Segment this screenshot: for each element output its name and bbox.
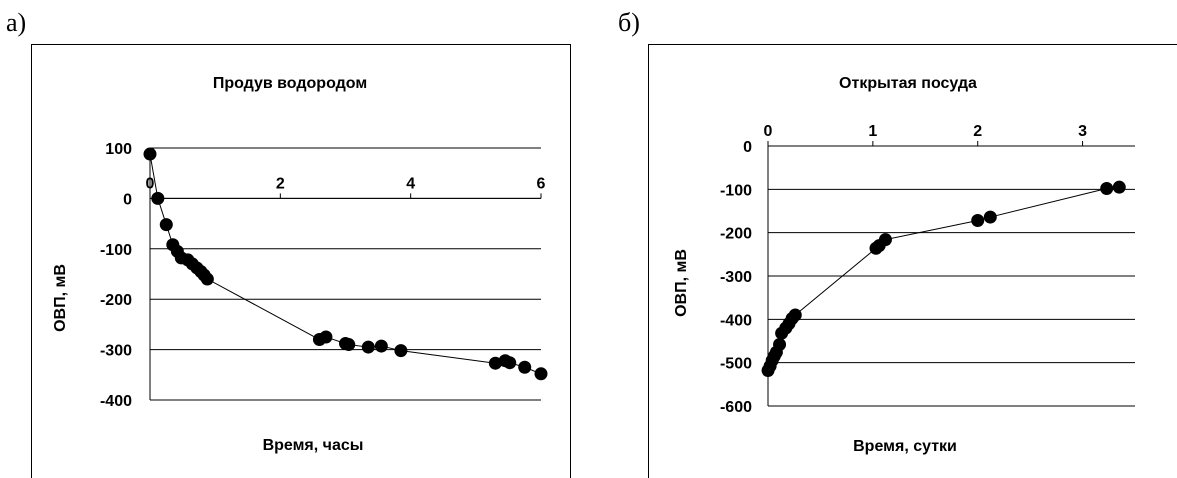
x-tick-label: 2 <box>276 175 285 192</box>
data-point <box>143 147 157 161</box>
x-tick-label: 4 <box>406 175 415 192</box>
data-point <box>1100 181 1114 195</box>
x-tick-label: 6 <box>537 175 546 192</box>
chart-a-xlabel: Время, часы <box>263 437 364 454</box>
data-point <box>1112 180 1126 194</box>
chart-frame-a <box>31 44 571 478</box>
chart-b-title: Открытая посуда <box>839 75 977 92</box>
x-tick-label: 0 <box>764 123 773 140</box>
y-tick-label: 100 <box>105 141 132 158</box>
data-point <box>374 339 388 353</box>
chart-b-xlabel: Время, сутки <box>853 438 957 455</box>
data-point <box>488 356 502 370</box>
data-point <box>200 272 214 286</box>
y-tick-label: -100 <box>100 242 132 259</box>
data-point <box>983 210 997 224</box>
y-tick-label: -500 <box>720 356 752 373</box>
data-point <box>788 308 802 322</box>
y-tick-label: -200 <box>720 226 752 243</box>
data-point <box>773 337 787 351</box>
x-tick-label: 1 <box>868 123 877 140</box>
y-tick-label: -300 <box>720 269 752 286</box>
data-point <box>534 367 548 381</box>
y-tick-label: -100 <box>720 182 752 199</box>
data-point <box>342 338 356 352</box>
chart-a-ylabel: ОВП, мВ <box>52 264 69 332</box>
x-tick-label: 3 <box>1078 123 1087 140</box>
data-point <box>518 360 532 374</box>
data-point <box>319 330 333 344</box>
data-point <box>151 191 165 205</box>
data-point <box>394 344 408 358</box>
y-tick-label: 0 <box>123 191 132 208</box>
y-tick-label: -400 <box>720 312 752 329</box>
data-point <box>971 214 985 228</box>
data-point <box>361 340 375 354</box>
y-tick-label: -600 <box>720 399 752 416</box>
data-point <box>878 233 892 247</box>
chart-frame-b <box>648 44 1177 478</box>
panel-label-b: б) <box>618 8 640 37</box>
y-tick-label: -300 <box>100 343 132 360</box>
x-tick-label: 0 <box>146 175 155 192</box>
series-line <box>767 186 1120 371</box>
chart-a-title: Продув водородом <box>213 75 367 92</box>
data-point <box>159 218 173 232</box>
y-tick-label: -200 <box>100 292 132 309</box>
y-tick-label: -400 <box>100 393 132 410</box>
chart-b-ylabel: ОВП, мВ <box>673 249 690 317</box>
panel-label-a: а) <box>6 8 27 37</box>
data-point <box>503 356 517 370</box>
x-tick-label: 2 <box>973 123 982 140</box>
y-tick-label: 0 <box>743 139 752 156</box>
